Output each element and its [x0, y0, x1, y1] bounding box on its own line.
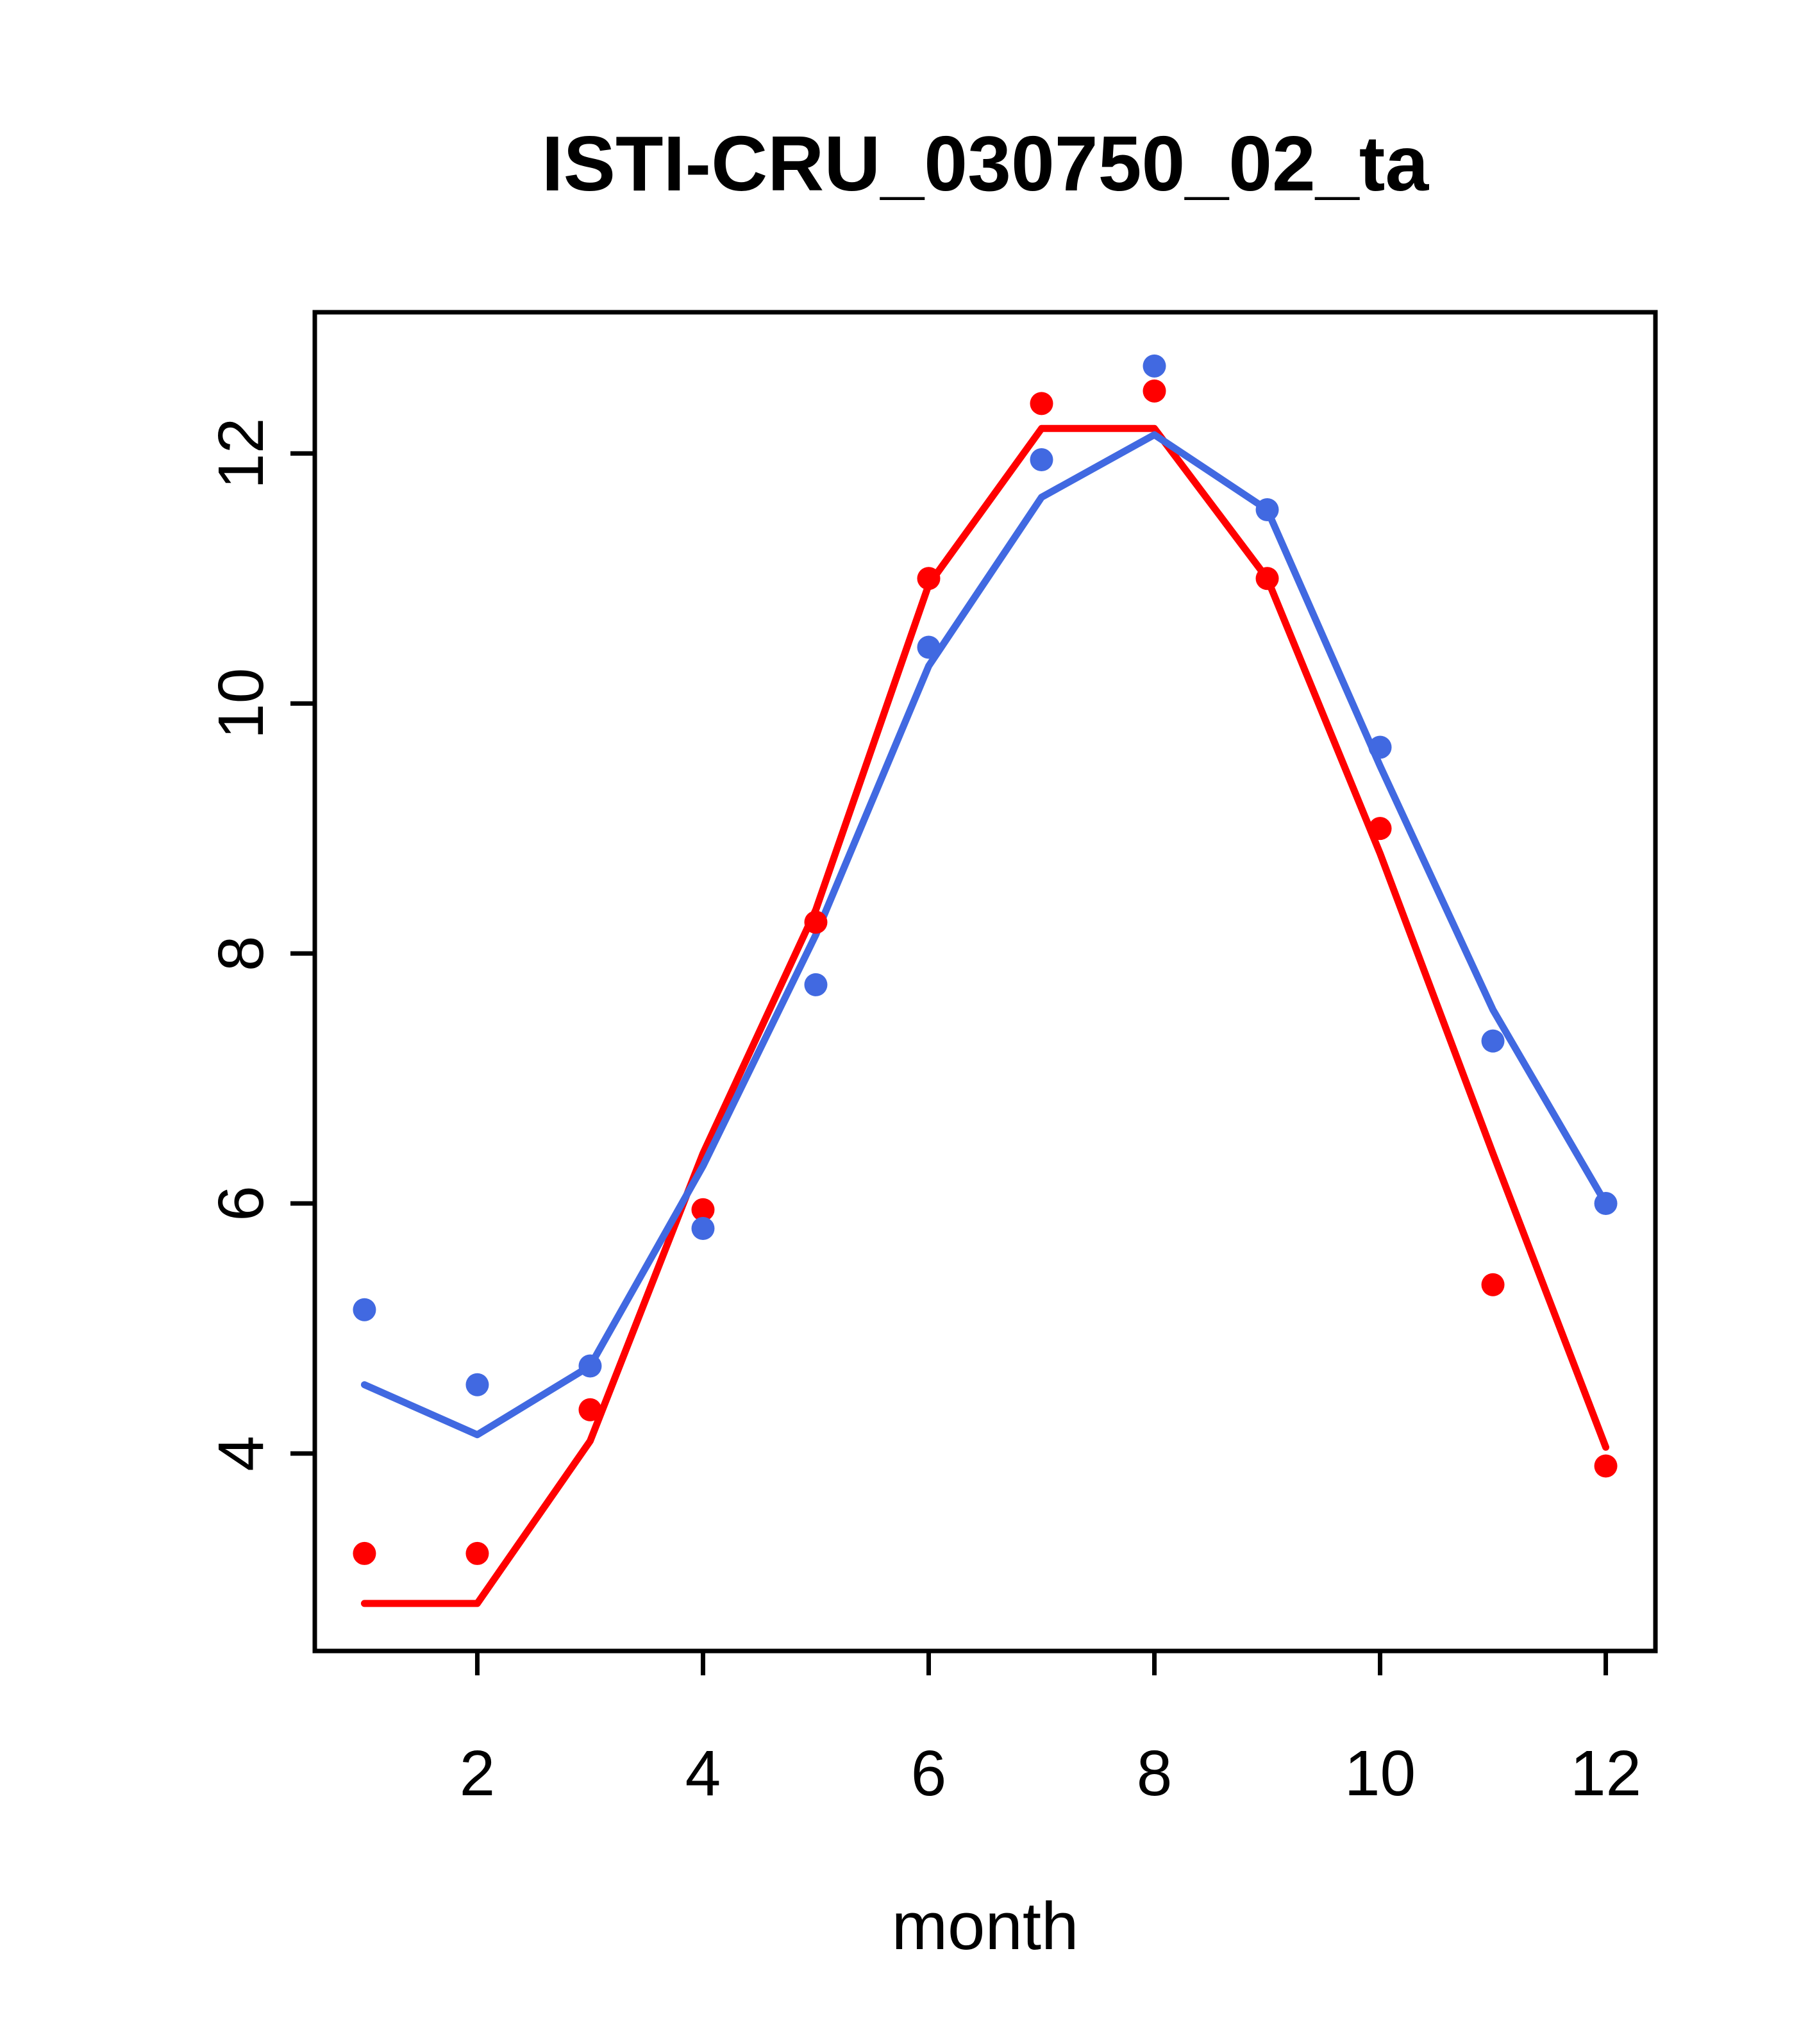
red-line-series: [360, 424, 1610, 1607]
blue-data-point: [353, 1298, 376, 1321]
blue-data-point: [917, 635, 941, 659]
red-data-point: [1368, 817, 1392, 841]
red-data-point: [1594, 1454, 1618, 1478]
blue-data-point: [1594, 1192, 1618, 1216]
red-data-point: [353, 1541, 376, 1565]
x-tick-label: 10: [1344, 1738, 1416, 1809]
blue-data-point: [465, 1373, 489, 1396]
blue-data-point: [691, 1217, 715, 1241]
y-tick-label: 8: [205, 935, 277, 971]
red-data-point: [578, 1398, 602, 1421]
red-data-point: [1143, 379, 1166, 403]
x-tick-label: 4: [685, 1738, 721, 1809]
blue-data-point: [1255, 498, 1279, 522]
plot-box: [312, 310, 1658, 1654]
blue-data-point: [1143, 354, 1166, 378]
red-data-point: [1255, 567, 1279, 591]
y-tick-label: 12: [205, 418, 277, 489]
red-data-point: [465, 1541, 489, 1565]
blue-data-point: [1030, 448, 1053, 472]
blue-line-series: [360, 431, 1610, 1439]
blue-data-point: [578, 1354, 602, 1378]
y-tick-label: 10: [205, 668, 277, 739]
blue-data-point: [1368, 735, 1392, 759]
red-data-point: [917, 567, 941, 591]
red-data-point: [1481, 1273, 1505, 1296]
x-axis-title: month: [891, 1889, 1079, 1964]
y-tick-label: 6: [205, 1185, 277, 1221]
red-data-point: [691, 1198, 715, 1221]
red-data-point: [1030, 392, 1053, 415]
x-tick-label: 12: [1570, 1738, 1641, 1809]
red-data-point: [804, 910, 828, 934]
blue-data-point: [1481, 1029, 1505, 1053]
blue-data-point: [804, 973, 828, 996]
x-tick-label: 2: [460, 1738, 496, 1809]
y-tick-label: 4: [205, 1436, 277, 1471]
x-tick-label: 6: [911, 1738, 947, 1809]
chart-title: ISTI-CRU_030750_02_ta: [541, 120, 1429, 207]
x-tick-label: 8: [1137, 1738, 1173, 1809]
